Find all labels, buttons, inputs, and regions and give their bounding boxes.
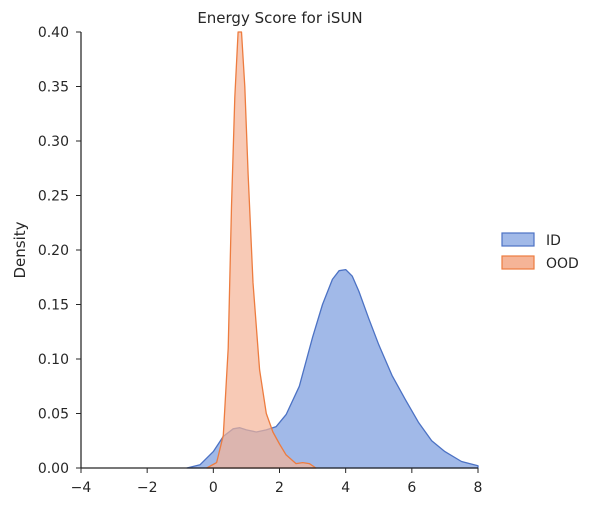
- y-tick-label: 0.05: [38, 407, 69, 423]
- legend-swatch-id: [501, 232, 535, 247]
- y-ticks: 0.00 0.05 0.10 0.15 0.20 0.25 0.30 0.35 0.40: [38, 25, 81, 477]
- chart-title: Energy Score for iSUN: [197, 9, 362, 27]
- x-tick-label: 6: [407, 480, 416, 496]
- y-tick-label: 0.35: [38, 80, 69, 96]
- legend-swatch-ood: [501, 255, 535, 270]
- y-tick-label: 0.25: [38, 189, 69, 205]
- y-tick-label: 0.10: [38, 352, 69, 368]
- legend-label-id: ID: [546, 233, 561, 249]
- x-tick-label: −4: [71, 480, 92, 496]
- y-tick-label: 0.00: [38, 461, 69, 477]
- x-tick-label: 4: [341, 480, 350, 496]
- x-tick-label: 8: [474, 480, 483, 496]
- x-tick-label: 0: [209, 480, 218, 496]
- x-tick-label: −2: [137, 480, 158, 496]
- x-ticks: −4 −2 0 2 4 6 8: [71, 468, 483, 496]
- legend: ID OOD: [501, 232, 579, 272]
- y-tick-label: 0.40: [38, 25, 69, 41]
- x-tick-label: 2: [275, 480, 284, 496]
- y-tick-label: 0.20: [38, 243, 69, 259]
- series-area-ood: [206, 31, 317, 469]
- y-tick-label: 0.30: [38, 134, 69, 150]
- plot-area: [186, 31, 479, 469]
- axes: [80, 32, 478, 469]
- legend-label-ood: OOD: [546, 256, 579, 272]
- y-tick-label: 0.15: [38, 298, 69, 314]
- y-axis-title: Density: [11, 221, 29, 278]
